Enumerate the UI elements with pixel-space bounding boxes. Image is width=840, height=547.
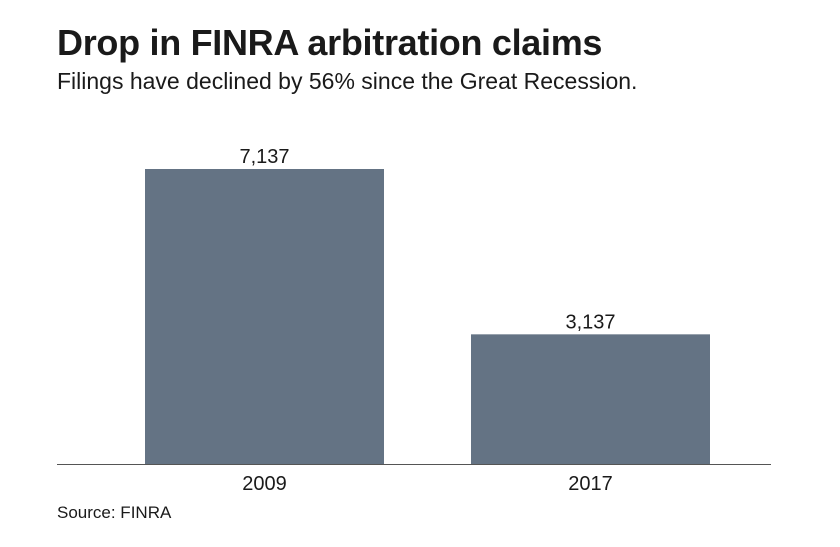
bar-2017 [471, 334, 710, 464]
chart-title: Drop in FINRA arbitration claims [57, 22, 603, 63]
source-note: Source: FINRA [57, 503, 172, 522]
x-tick-label-2009: 2009 [242, 473, 287, 495]
chart-subtitle: Filings have declined by 56% since the G… [57, 68, 638, 94]
x-tick-label-2017: 2017 [568, 473, 613, 495]
bar-2009 [145, 169, 384, 464]
data-label-2017: 3,137 [565, 311, 615, 333]
data-label-2009: 7,137 [239, 146, 289, 168]
